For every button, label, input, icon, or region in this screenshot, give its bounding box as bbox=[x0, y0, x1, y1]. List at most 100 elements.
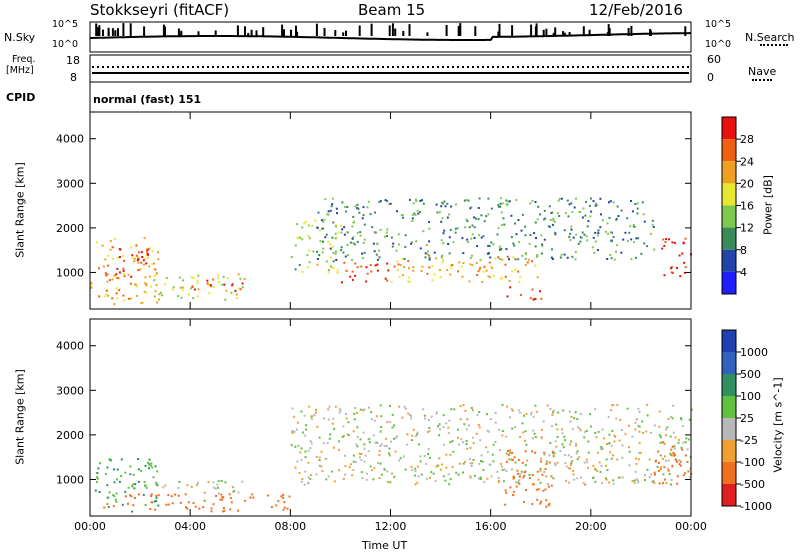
heatmap-cell bbox=[646, 245, 649, 248]
heatmap-cell bbox=[596, 451, 599, 454]
heatmap-cell bbox=[456, 227, 459, 230]
heatmap-cell bbox=[485, 215, 488, 218]
noise-spike bbox=[197, 31, 200, 36]
heatmap-cell bbox=[543, 453, 546, 456]
heatmap-cell bbox=[345, 210, 348, 213]
heatmap-cell bbox=[394, 450, 397, 453]
heatmap-cell bbox=[618, 439, 621, 442]
power-colorbar-label: Power [dB] bbox=[761, 175, 775, 235]
heatmap-cell bbox=[379, 462, 382, 465]
heatmap-cell bbox=[442, 242, 445, 245]
heatmap-cell bbox=[563, 439, 566, 442]
heatmap-cell bbox=[107, 254, 110, 257]
heatmap-cell bbox=[677, 441, 680, 444]
heatmap-cell bbox=[427, 453, 430, 455]
heatmap-cell bbox=[503, 223, 506, 226]
heatmap-cell bbox=[373, 466, 376, 469]
heatmap-cell bbox=[684, 237, 687, 240]
heatmap-cell bbox=[662, 238, 665, 241]
heatmap-cell bbox=[372, 478, 375, 481]
y-tick-label: 1000 bbox=[56, 473, 84, 486]
heatmap-cell bbox=[412, 202, 415, 205]
heatmap-cell bbox=[435, 257, 438, 260]
heatmap-cell bbox=[610, 257, 613, 260]
heatmap-cell bbox=[153, 274, 156, 277]
heatmap-cell bbox=[634, 225, 636, 228]
heatmap-cell bbox=[394, 436, 397, 439]
heatmap-cell bbox=[606, 443, 608, 445]
heatmap-cell bbox=[532, 415, 535, 418]
heatmap-cell bbox=[428, 257, 431, 260]
heatmap-cell bbox=[401, 416, 404, 419]
heatmap-cell bbox=[95, 481, 98, 483]
heatmap-cell bbox=[534, 297, 537, 300]
heatmap-cell bbox=[629, 225, 632, 228]
heatmap-cell bbox=[335, 250, 337, 253]
heatmap-cell bbox=[605, 458, 608, 461]
heatmap-cell bbox=[508, 458, 510, 461]
heatmap-cell bbox=[544, 468, 547, 470]
heatmap-cell bbox=[135, 244, 138, 247]
heatmap-cell bbox=[648, 458, 651, 461]
x-tick-label: 12:00 bbox=[375, 520, 407, 533]
heatmap-cell bbox=[613, 258, 616, 261]
noise-spike bbox=[408, 24, 411, 36]
heatmap-cell bbox=[635, 478, 638, 481]
heatmap-cell bbox=[179, 286, 182, 289]
noise-sky-trace bbox=[90, 23, 691, 41]
heatmap-cell bbox=[596, 469, 599, 472]
heatmap-cell bbox=[519, 436, 522, 438]
heatmap-cell bbox=[579, 429, 582, 432]
colorbar-tick-label: 24 bbox=[740, 155, 754, 168]
heatmap-cell bbox=[137, 480, 140, 483]
noise-spike bbox=[129, 23, 132, 36]
heatmap-cell bbox=[133, 487, 136, 490]
heatmap-cell bbox=[519, 411, 522, 414]
heatmap-cell bbox=[521, 254, 524, 257]
noise-spike bbox=[459, 23, 462, 36]
heatmap-cell bbox=[446, 269, 449, 272]
heatmap-cell bbox=[313, 413, 316, 416]
heatmap-cell bbox=[363, 238, 366, 241]
heatmap-cell bbox=[686, 448, 689, 451]
heatmap-cell bbox=[326, 213, 329, 216]
heatmap-cell bbox=[558, 198, 561, 200]
heatmap-cell bbox=[363, 443, 366, 446]
heatmap-cell bbox=[569, 239, 572, 242]
heatmap-cell bbox=[365, 266, 368, 269]
heatmap-cell bbox=[690, 408, 693, 411]
heatmap-cell bbox=[547, 504, 550, 507]
heatmap-cell bbox=[526, 459, 529, 462]
heatmap-cell bbox=[398, 243, 400, 246]
cpid-label: CPID bbox=[6, 91, 36, 104]
heatmap-cell bbox=[659, 468, 662, 471]
x-tick-label: 04:00 bbox=[174, 520, 206, 533]
heatmap-cell bbox=[543, 451, 546, 454]
heatmap-cell bbox=[679, 460, 682, 463]
heatmap-cell bbox=[340, 249, 343, 252]
heatmap-cell bbox=[608, 442, 611, 445]
heatmap-cell bbox=[174, 493, 177, 496]
y-tick-label: 4000 bbox=[56, 133, 84, 146]
heatmap-cell bbox=[584, 430, 587, 433]
heatmap-cell bbox=[142, 301, 144, 304]
heatmap-cell bbox=[149, 464, 152, 467]
heatmap-cell bbox=[582, 207, 585, 210]
heatmap-cell bbox=[237, 273, 240, 276]
heatmap-cell bbox=[679, 464, 682, 467]
heatmap-cell bbox=[223, 283, 226, 286]
heatmap-cell bbox=[478, 234, 481, 237]
heatmap-cell bbox=[511, 270, 514, 273]
date-title: 12/Feb/2016 bbox=[589, 1, 683, 19]
heatmap-cell bbox=[360, 453, 363, 455]
heatmap-cell bbox=[646, 414, 649, 417]
heatmap-cell bbox=[315, 411, 318, 414]
heatmap-cell bbox=[414, 435, 417, 438]
heatmap-cell bbox=[465, 440, 468, 442]
heatmap-cell bbox=[108, 491, 111, 494]
heatmap-cell bbox=[362, 241, 365, 244]
heatmap-cell bbox=[460, 438, 463, 441]
heatmap-cell bbox=[400, 214, 403, 217]
heatmap-cell bbox=[408, 414, 411, 416]
